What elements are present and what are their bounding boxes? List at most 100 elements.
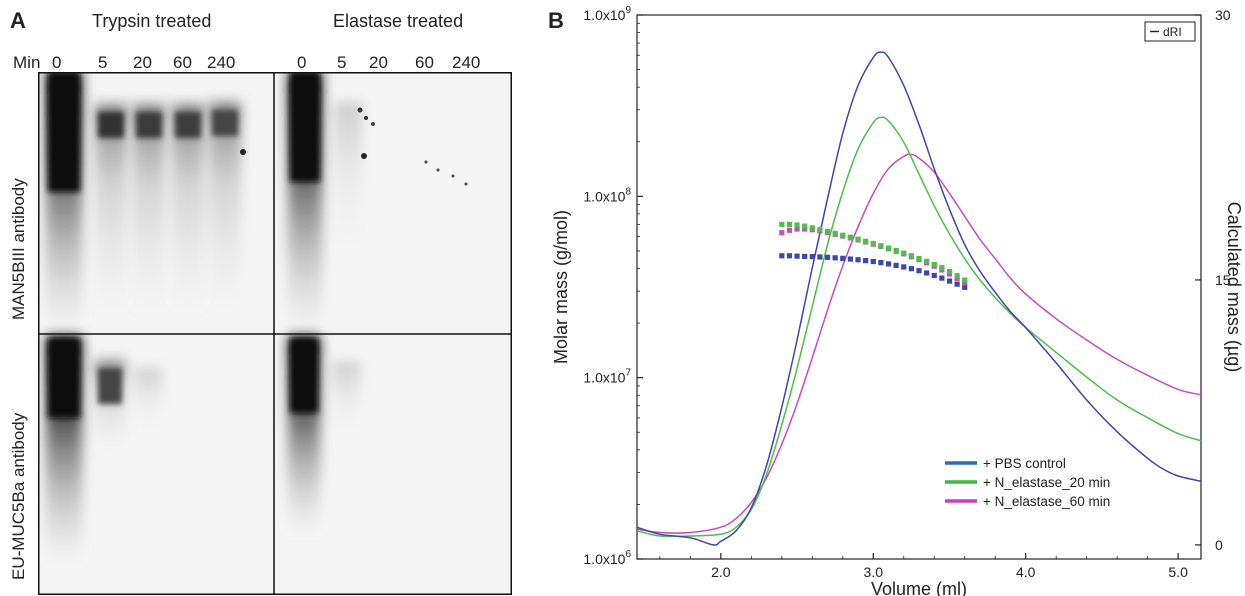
mass-point-series-1 <box>962 277 968 283</box>
lane-label-elastase-5: 5 <box>337 53 347 72</box>
mass-point-series-1 <box>946 268 953 275</box>
y-right-tick-label: 30 <box>1215 7 1231 23</box>
y-right-tick-label: 15 <box>1215 272 1231 288</box>
mass-point-series-2 <box>954 275 960 281</box>
mass-point-series-1 <box>901 250 907 256</box>
mass-point-series-1 <box>832 230 838 236</box>
mass-point-series-0 <box>878 260 884 266</box>
speck <box>357 107 363 113</box>
y-right-tick-label: 0 <box>1215 537 1223 553</box>
mass-point-series-0 <box>824 254 831 260</box>
band-trypsin-240-top <box>209 102 241 312</box>
lane-label-trypsin-60: 60 <box>173 53 192 72</box>
mass-point-series-1 <box>870 240 876 247</box>
band-elastase-0-bottom-core <box>290 338 318 413</box>
mass-point-series-1 <box>885 245 892 251</box>
lane-label-trypsin-20: 20 <box>133 53 152 72</box>
mass-point-series-0 <box>863 258 869 264</box>
mass-point-series-0 <box>786 253 793 259</box>
mass-point-series-0 <box>840 255 846 261</box>
mass-point-series-1 <box>924 258 930 264</box>
mass-point-series-0 <box>779 253 785 259</box>
antibody-label-man5biii: MAN5BIII antibody <box>9 178 28 320</box>
elastase-header: Elastase treated <box>333 11 464 31</box>
band-trypsin-20-core <box>136 112 162 138</box>
mass-point-series-1 <box>931 261 937 268</box>
mass-point-series-0 <box>802 253 808 260</box>
mass-point-series-0 <box>931 272 937 279</box>
mass-point-series-1 <box>779 221 785 228</box>
band-trypsin-20-bottom <box>134 368 162 428</box>
mass-point-series-2 <box>794 226 800 232</box>
min-label: Min <box>13 53 41 72</box>
dri-legend-label: dRI <box>1163 25 1182 39</box>
x-tick-label: 3.0 <box>864 564 884 580</box>
legend-label-0: + PBS control <box>983 456 1066 471</box>
speck <box>240 149 246 155</box>
x-axis-title: Volume (ml) <box>871 579 967 596</box>
mass-point-series-1 <box>840 232 846 238</box>
y-right-axis-title: Calculated mass (µg) <box>1224 202 1244 372</box>
band-trypsin-60-top <box>172 104 204 314</box>
mass-point-series-1 <box>855 236 861 242</box>
antibody-label-eu-muc5ba: EU-MUC5Ba antibody <box>9 412 28 580</box>
speck <box>361 153 367 159</box>
lane-label-elastase-0: 0 <box>297 53 307 72</box>
lane-label-trypsin-5: 5 <box>98 53 108 72</box>
mass-point-series-0 <box>817 254 823 260</box>
band-trypsin-240-core <box>212 110 238 136</box>
speck <box>464 182 468 186</box>
band-trypsin-0-core <box>48 72 80 192</box>
lane-label-trypsin-240: 240 <box>207 53 236 72</box>
band-trypsin-60-core <box>175 112 201 138</box>
y-left-tick-label: 1.0x107 <box>583 368 631 386</box>
mass-point-series-0 <box>939 275 945 281</box>
band-trypsin-0-bottom-core <box>48 338 80 418</box>
mass-point-series-0 <box>908 266 914 272</box>
band-elastase-5-top <box>334 102 362 252</box>
legend-label-2: + N_elastase_60 min <box>983 494 1110 509</box>
curve-series-1 <box>637 116 1201 538</box>
mass-point-series-1 <box>809 225 815 231</box>
mass-point-series-0 <box>885 261 892 267</box>
mass-point-series-1 <box>817 227 823 233</box>
curve-series-2 <box>637 153 1201 534</box>
mass-point-series-2 <box>786 227 793 233</box>
mass-point-series-2 <box>962 280 968 286</box>
panel-a-letter: A <box>10 8 26 33</box>
y-left-tick-label: 1.0x108 <box>583 186 631 204</box>
mass-point-series-0 <box>901 264 907 270</box>
band-elastase-0-core <box>290 72 320 182</box>
mass-point-series-0 <box>954 281 960 287</box>
mass-point-series-0 <box>870 258 876 265</box>
lane-label-elastase-20: 20 <box>369 53 388 72</box>
mass-point-series-1 <box>893 248 899 254</box>
mass-point-series-0 <box>893 262 899 269</box>
band-elastase-5-bottom <box>332 362 360 432</box>
speck <box>424 160 428 164</box>
mass-point-series-0 <box>962 284 968 290</box>
speck <box>364 116 368 120</box>
mass-point-series-0 <box>946 278 953 284</box>
speck <box>371 122 375 126</box>
mass-point-series-2 <box>779 230 785 236</box>
mass-point-series-1 <box>908 253 914 259</box>
mass-point-series-0 <box>847 256 854 262</box>
western-blot-gel <box>38 72 512 595</box>
x-tick-label: 4.0 <box>1016 564 1036 580</box>
mass-point-series-0 <box>924 270 930 276</box>
plot-frame <box>636 14 1202 560</box>
panel-b-letter: B <box>548 8 564 33</box>
curve-series-0 <box>637 51 1201 546</box>
x-tick-label: 2.0 <box>711 564 731 580</box>
x-tick-label: 5.0 <box>1168 564 1188 580</box>
legend-label-1: + N_elastase_20 min <box>983 475 1110 490</box>
mass-point-series-1 <box>939 265 945 271</box>
mass-point-series-1 <box>786 221 793 228</box>
band-trypsin-5-bottom-core <box>98 368 122 404</box>
band-trypsin-5-core <box>98 112 124 138</box>
lane-label-elastase-60: 60 <box>415 53 434 72</box>
band-trypsin-5-top <box>95 104 127 314</box>
mass-point-series-1 <box>802 223 808 229</box>
lane-label-trypsin-0: 0 <box>52 53 62 72</box>
